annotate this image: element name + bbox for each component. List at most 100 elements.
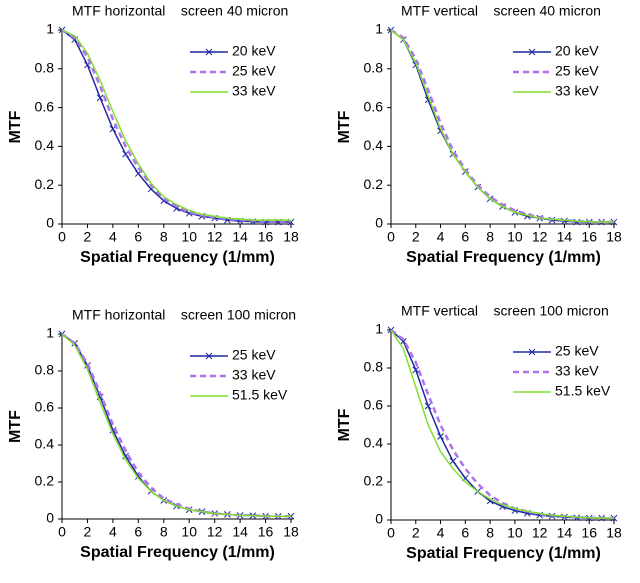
y-tick-label: 1 xyxy=(46,325,54,341)
x-tick-label: 10 xyxy=(181,524,197,540)
y-tick-label: 0 xyxy=(375,511,383,527)
point-marker xyxy=(96,94,104,102)
x-tick-label: 8 xyxy=(486,229,494,245)
x-tick-label: 18 xyxy=(283,229,299,245)
x-tick-label: 6 xyxy=(134,524,142,540)
y-tick-label: 0.2 xyxy=(364,473,384,489)
x-tick-label: 14 xyxy=(557,525,573,541)
x-axis-label: Spatial Frequency (1/mm) xyxy=(406,249,601,266)
y-tick-label: 0.4 xyxy=(35,137,55,153)
legend-label: 25 keV xyxy=(232,347,276,363)
y-axis-label: MTF xyxy=(336,110,353,143)
y-axis-label: MTF xyxy=(7,110,24,143)
x-tick-label: 16 xyxy=(581,525,597,541)
y-tick-label: 0.2 xyxy=(364,176,384,192)
y-tick-label: 0 xyxy=(375,215,383,231)
point-marker xyxy=(424,402,432,410)
legend-label: 33 keV xyxy=(555,363,599,379)
x-tick-label: 16 xyxy=(258,229,274,245)
x-tick-label: 0 xyxy=(58,524,66,540)
x-tick-label: 0 xyxy=(58,229,66,245)
y-tick-label: 0.8 xyxy=(364,359,384,375)
series-line xyxy=(390,29,614,223)
y-tick-label: 0 xyxy=(46,510,54,526)
x-tick-label: 16 xyxy=(258,524,274,540)
point-marker xyxy=(437,433,444,440)
series-line xyxy=(390,29,614,223)
x-axis-label: Spatial Frequency (1/mm) xyxy=(80,544,275,561)
chart-title: MTF vertical screen 100 micron xyxy=(401,303,609,319)
series-line xyxy=(390,329,614,519)
x-tick-label: 8 xyxy=(160,229,168,245)
legend-marker xyxy=(205,352,213,360)
x-tick-label: 12 xyxy=(207,524,223,540)
series-line xyxy=(61,29,291,221)
y-tick-label: 0.4 xyxy=(364,435,384,451)
x-tick-label: 6 xyxy=(461,229,469,245)
x-tick-label: 10 xyxy=(507,229,523,245)
x-tick-label: 4 xyxy=(437,229,445,245)
x-tick-label: 2 xyxy=(84,524,92,540)
x-axis-label: Spatial Frequency (1/mm) xyxy=(406,545,601,562)
legend-marker xyxy=(528,348,536,356)
legend-label: 25 keV xyxy=(232,63,276,79)
series-line xyxy=(61,333,291,517)
x-tick-label: 12 xyxy=(207,229,223,245)
legend-label: 25 keV xyxy=(555,63,599,79)
series-line xyxy=(390,329,614,520)
x-tick-label: 18 xyxy=(606,525,622,541)
y-tick-label: 0.4 xyxy=(364,137,384,153)
legend-label: 51.5 keV xyxy=(232,387,288,403)
chart-title: MTF vertical screen 40 micron xyxy=(401,3,601,19)
y-tick-label: 0.2 xyxy=(35,473,55,489)
legend-label: 33 keV xyxy=(232,83,276,99)
y-axis-label: MTF xyxy=(7,410,24,443)
y-tick-label: 0.6 xyxy=(364,397,384,413)
series-line xyxy=(61,332,291,518)
x-tick-label: 16 xyxy=(581,229,597,245)
x-tick-label: 10 xyxy=(507,525,523,541)
legend-label: 20 keV xyxy=(555,43,599,59)
y-tick-label: 0 xyxy=(46,215,54,231)
x-tick-label: 2 xyxy=(412,525,420,541)
legend-label: 33 keV xyxy=(232,367,276,383)
y-tick-label: 0.6 xyxy=(35,399,55,415)
x-tick-label: 18 xyxy=(283,524,299,540)
x-tick-label: 12 xyxy=(532,525,548,541)
y-tick-label: 0.6 xyxy=(364,98,384,114)
x-axis-label: Spatial Frequency (1/mm) xyxy=(80,249,275,266)
x-tick-label: 4 xyxy=(109,229,117,245)
y-tick-label: 0.2 xyxy=(35,176,55,192)
y-tick-label: 0.8 xyxy=(364,60,384,76)
y-tick-label: 1 xyxy=(46,21,54,37)
x-tick-label: 6 xyxy=(461,525,469,541)
point-marker xyxy=(486,497,494,505)
x-tick-label: 14 xyxy=(232,524,248,540)
x-tick-label: 12 xyxy=(532,229,548,245)
y-axis-label: MTF xyxy=(336,408,353,441)
legend-label: 33 keV xyxy=(555,83,599,99)
x-tick-label: 6 xyxy=(134,229,142,245)
x-tick-label: 14 xyxy=(232,229,248,245)
x-tick-label: 10 xyxy=(181,229,197,245)
x-tick-label: 0 xyxy=(387,229,395,245)
y-tick-label: 0.4 xyxy=(35,436,55,452)
chart-title: MTF horizontal screen 100 micron xyxy=(72,307,296,323)
legend-marker xyxy=(205,48,213,56)
x-tick-label: 4 xyxy=(437,525,445,541)
y-tick-label: 0.8 xyxy=(35,362,55,378)
x-tick-label: 14 xyxy=(557,229,573,245)
legend-label: 51.5 keV xyxy=(555,383,611,399)
point-marker xyxy=(109,125,117,133)
x-tick-label: 8 xyxy=(160,524,168,540)
y-tick-label: 0.6 xyxy=(35,98,55,114)
series-line xyxy=(61,29,291,223)
x-tick-label: 2 xyxy=(84,229,92,245)
legend-label: 20 keV xyxy=(232,43,276,59)
y-tick-label: 0.8 xyxy=(35,60,55,76)
legend-marker xyxy=(528,48,536,56)
x-tick-label: 0 xyxy=(387,525,395,541)
y-tick-label: 1 xyxy=(375,321,383,337)
point-marker xyxy=(412,366,420,374)
